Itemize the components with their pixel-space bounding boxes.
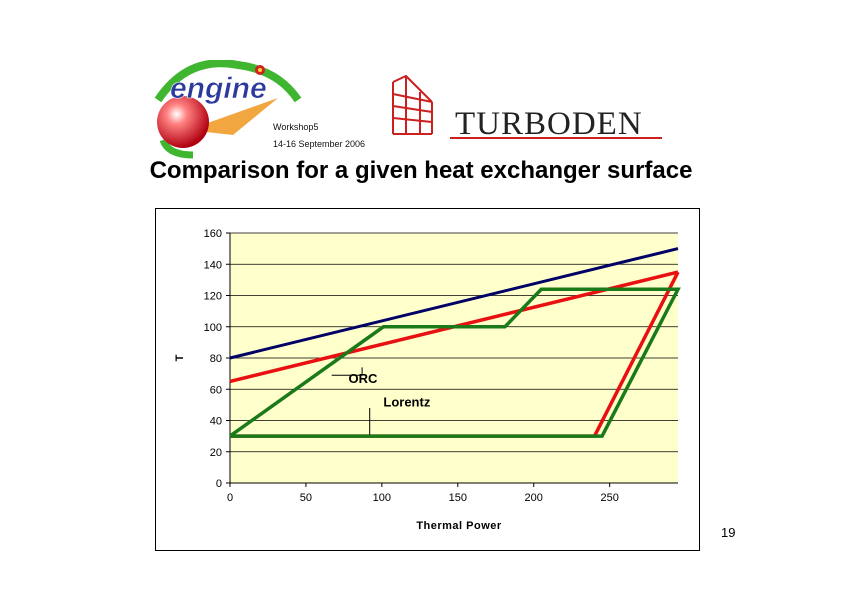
x-tick-label: 100 xyxy=(373,492,391,504)
y-tick-label: 140 xyxy=(204,259,222,271)
x-tick-label: 200 xyxy=(525,492,543,504)
series-hot-line xyxy=(229,247,679,360)
page-number: 19 xyxy=(721,525,736,540)
x-tick-label: 250 xyxy=(600,492,618,504)
x-tick-label: 150 xyxy=(449,492,467,504)
engine-logo-text: engine xyxy=(170,72,267,105)
y-tick-label: 120 xyxy=(204,291,222,303)
logo-red-sphere xyxy=(157,96,209,148)
workshop-date: 14-16 September 2006 xyxy=(273,139,366,149)
turboden-logo xyxy=(392,74,662,139)
engine-logo: engine xyxy=(154,60,302,159)
y-tick-label: 40 xyxy=(210,416,222,428)
x-tick-label: 0 xyxy=(227,492,233,504)
gear-icon xyxy=(255,65,265,75)
logo-orange-wing xyxy=(188,98,278,135)
y-tick-label: 20 xyxy=(210,447,222,459)
slide-title: Comparison for a given heat exchanger su… xyxy=(149,157,693,184)
x-axis-label: Thermal Power xyxy=(416,520,502,532)
series-orc-cycle-line xyxy=(228,287,681,438)
workshop-name: Workshop5 xyxy=(273,122,319,132)
chart: 0 20 40 60 80 100 120 140 160 0 50 100 150 200 250 ORC… xyxy=(174,228,681,532)
y-tick-label: 160 xyxy=(204,228,222,240)
series xyxy=(228,247,681,438)
annotation-leader xyxy=(331,367,363,376)
annotation-label-lorentz: Lorentz xyxy=(383,394,430,409)
logo-green-arc xyxy=(154,60,302,103)
axes: 0 20 40 60 80 100 120 140 160 0 50 100 150 200 250 xyxy=(204,228,678,504)
y-tick-label: 60 xyxy=(210,384,222,396)
annotation-label-orc: ORC xyxy=(348,371,378,386)
y-tick-label: 100 xyxy=(204,322,222,334)
logo-green-tail xyxy=(159,138,194,159)
y-tick-label: 0 xyxy=(216,478,222,490)
annotations: ORC Lorentz xyxy=(331,367,431,435)
turboden-building-icon xyxy=(392,74,433,135)
turboden-logo-text: TURBODEN xyxy=(455,106,643,142)
x-tick-label: 50 xyxy=(300,492,312,504)
y-axis-label: T xyxy=(174,354,186,361)
y-tick-label: 80 xyxy=(210,353,222,365)
